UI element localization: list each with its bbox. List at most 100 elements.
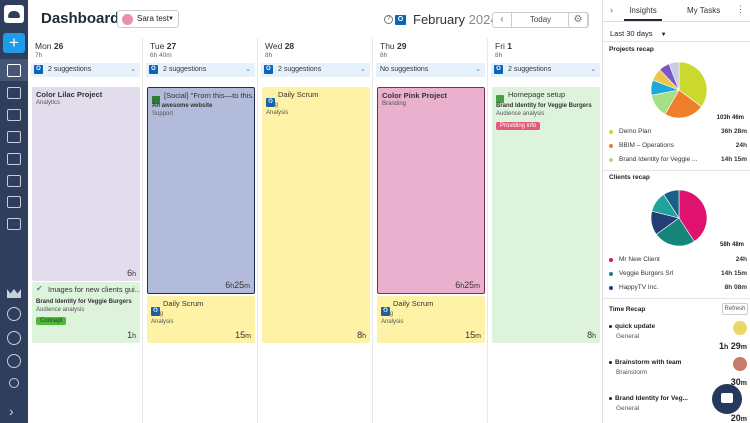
event-card[interactable]: [Social] "From this—to this... An awesom…: [147, 87, 255, 294]
tasks-icon[interactable]: [7, 87, 21, 99]
refresh-button[interactable]: Refresh: [722, 303, 748, 315]
event-subtitle: Audience analysis: [496, 111, 545, 117]
avatar: [733, 321, 747, 335]
more-options-icon[interactable]: ⋮: [736, 4, 745, 14]
event-subtitle: Analysis: [151, 319, 174, 325]
event-card[interactable]: Color Pink Project Branding 6h25m: [377, 87, 485, 294]
event-card[interactable]: ✔ Images for new clients gui... Brand Id…: [32, 282, 140, 343]
dashboard-icon[interactable]: [0, 59, 28, 81]
year-label: 2024: [468, 12, 498, 27]
event-duration: 6h25m: [225, 280, 250, 290]
period-select[interactable]: Last 30 days ▼: [610, 29, 667, 38]
time-recap-subtitle: General: [616, 405, 640, 412]
section-title: Projects recap: [609, 46, 654, 53]
add-button[interactable]: +: [3, 33, 25, 53]
calendar-grid: Mon 26 7h O 2 suggestions ⌄ Color Lilac Pr…: [28, 38, 603, 423]
outlook-icon: O: [266, 98, 275, 107]
pie-slice[interactable]: [655, 217, 695, 247]
avatar: [122, 14, 133, 25]
list-icon[interactable]: [7, 109, 21, 121]
event-title: Color Lilac Project: [36, 90, 103, 99]
day-header: Mon 26: [35, 41, 63, 51]
chevron-down-icon: ⌄: [360, 66, 366, 73]
current-month: February 2024: [413, 12, 498, 27]
side-nav: + ›: [0, 0, 28, 423]
day-header: Tue 27: [150, 41, 177, 51]
month-label: February: [413, 12, 466, 27]
tab-my-tasks[interactable]: My Tasks: [687, 6, 721, 15]
insights-panel: › Insights My Tasks ⋮ Last 30 days ▼ Pro…: [602, 0, 750, 423]
timeline-icon[interactable]: [7, 196, 21, 208]
avatar: [733, 357, 747, 371]
chevron-down-icon: ⌄: [475, 66, 481, 73]
event-card[interactable]: Color Lilac Project Analytics 6h: [32, 87, 140, 281]
time-recap-duration: 20m: [730, 413, 747, 423]
projects-pie-chart: [650, 61, 708, 119]
event-duration: 6h: [127, 268, 136, 278]
time-recap-duration: 1h 29m: [718, 341, 747, 351]
user-name: Sara test: [137, 14, 170, 23]
team-icon[interactable]: [7, 307, 21, 321]
app-logo[interactable]: [4, 5, 24, 23]
event-card[interactable]: O Daily Scrum Blog Analysis 15m: [147, 296, 255, 343]
expand-nav-icon[interactable]: ›: [9, 403, 14, 419]
user-selector[interactable]: Sara test ▼: [117, 10, 179, 28]
projects-icon[interactable]: [7, 131, 21, 143]
status-badge: Concept: [36, 317, 67, 325]
calendar-icon[interactable]: [7, 218, 21, 230]
suggestions-dropdown[interactable]: No suggestions ⌄: [376, 63, 485, 77]
chevron-down-icon: ⌄: [590, 66, 596, 73]
status-badge: Providing info: [496, 122, 541, 130]
day-total: 6h 40m: [150, 52, 172, 59]
collapse-panel-icon[interactable]: ›: [610, 5, 613, 15]
inbox-icon[interactable]: [7, 153, 21, 165]
event-duration: 1h: [127, 330, 136, 340]
chevron-down-icon: ⌄: [130, 66, 136, 73]
chevron-down-icon: ⌄: [245, 66, 251, 73]
event-title: Images for new clients gui...: [48, 285, 140, 294]
section-title: Time Recap: [609, 306, 646, 313]
pie-slice[interactable]: [668, 61, 680, 91]
event-card[interactable]: Homepage setup Brand Identity for Veggie…: [492, 87, 600, 343]
event-project: Brand Identity for Veggie Burgers: [496, 103, 592, 109]
pie-slice[interactable]: [678, 61, 708, 108]
event-title: Color Pink Project: [382, 91, 448, 100]
chat-icon[interactable]: [712, 384, 742, 414]
event-subtitle: Audience analysis: [36, 307, 85, 313]
event-title: Daily Scrum: [278, 90, 319, 99]
timer-icon[interactable]: [9, 378, 19, 388]
suggestions-label: 2 suggestions: [48, 66, 92, 73]
day-column-thu: Thu 29 8h No suggestions ⌄ Color Pink Pro…: [373, 38, 488, 423]
prev-icon[interactable]: ‹: [500, 14, 504, 25]
settings-icon[interactable]: [7, 331, 21, 345]
time-recap-title: Brand Identity for Veg...: [609, 395, 688, 402]
day-header: Thu 29: [380, 41, 407, 51]
tab-insights[interactable]: Insights: [624, 6, 662, 21]
event-duration: 6h25m: [455, 280, 480, 290]
pie-slice[interactable]: [663, 189, 680, 220]
time-recap-title: quick update: [609, 323, 655, 330]
today-button[interactable]: Today: [511, 13, 570, 27]
gear-icon[interactable]: ⚙: [568, 12, 588, 28]
day-total: 8h: [495, 52, 503, 59]
reports-icon[interactable]: [7, 175, 21, 187]
day-header: Wed 28: [265, 41, 295, 51]
event-card[interactable]: O Daily Scrum Blog Analysis 8h: [262, 87, 370, 343]
event-card[interactable]: O Daily Scrum Blog Analysis 15m: [377, 296, 485, 343]
day-number: 26: [53, 41, 64, 51]
crown-icon[interactable]: [7, 289, 21, 298]
event-subtitle: Support: [152, 111, 174, 117]
profile-icon[interactable]: [7, 354, 21, 368]
outlook-icon[interactable]: O: [395, 15, 406, 25]
social-icon: [152, 91, 160, 109]
pie-slice[interactable]: [664, 89, 702, 119]
help-icon[interactable]: ?: [384, 15, 393, 24]
event-subtitle: Analytics: [36, 100, 61, 106]
caret-down-icon: ▼: [660, 32, 667, 38]
